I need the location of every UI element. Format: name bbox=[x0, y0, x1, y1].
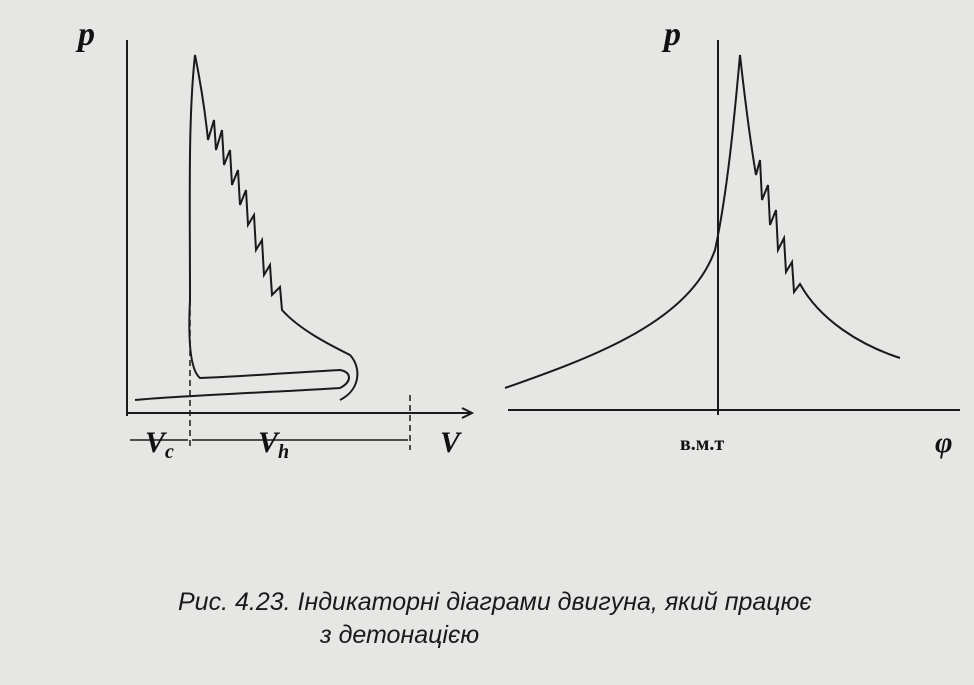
x-arrow bbox=[461, 407, 475, 419]
subscript: h bbox=[278, 441, 289, 463]
pressure-curve bbox=[134, 54, 359, 401]
vc-label: Vc bbox=[145, 426, 174, 463]
caption-line: Рис. 4.23. Індикаторні діаграми двигуна,… bbox=[178, 588, 812, 616]
y-label: p bbox=[75, 16, 95, 53]
pressure-curve bbox=[504, 54, 901, 389]
tdc-label: в.м.т bbox=[680, 433, 724, 455]
y-label: p bbox=[661, 16, 681, 53]
caption-line: з детонацією bbox=[319, 621, 479, 649]
vh-label: Vh bbox=[258, 426, 289, 463]
subscript: c bbox=[165, 441, 174, 463]
right-diagram: p в.м.т φ bbox=[504, 16, 960, 459]
x-label: φ bbox=[935, 426, 953, 459]
x-label: V bbox=[440, 426, 463, 459]
symbol: V bbox=[145, 426, 168, 459]
symbol: V bbox=[258, 426, 281, 459]
left-diagram: p Vc Vh V bbox=[75, 16, 475, 463]
